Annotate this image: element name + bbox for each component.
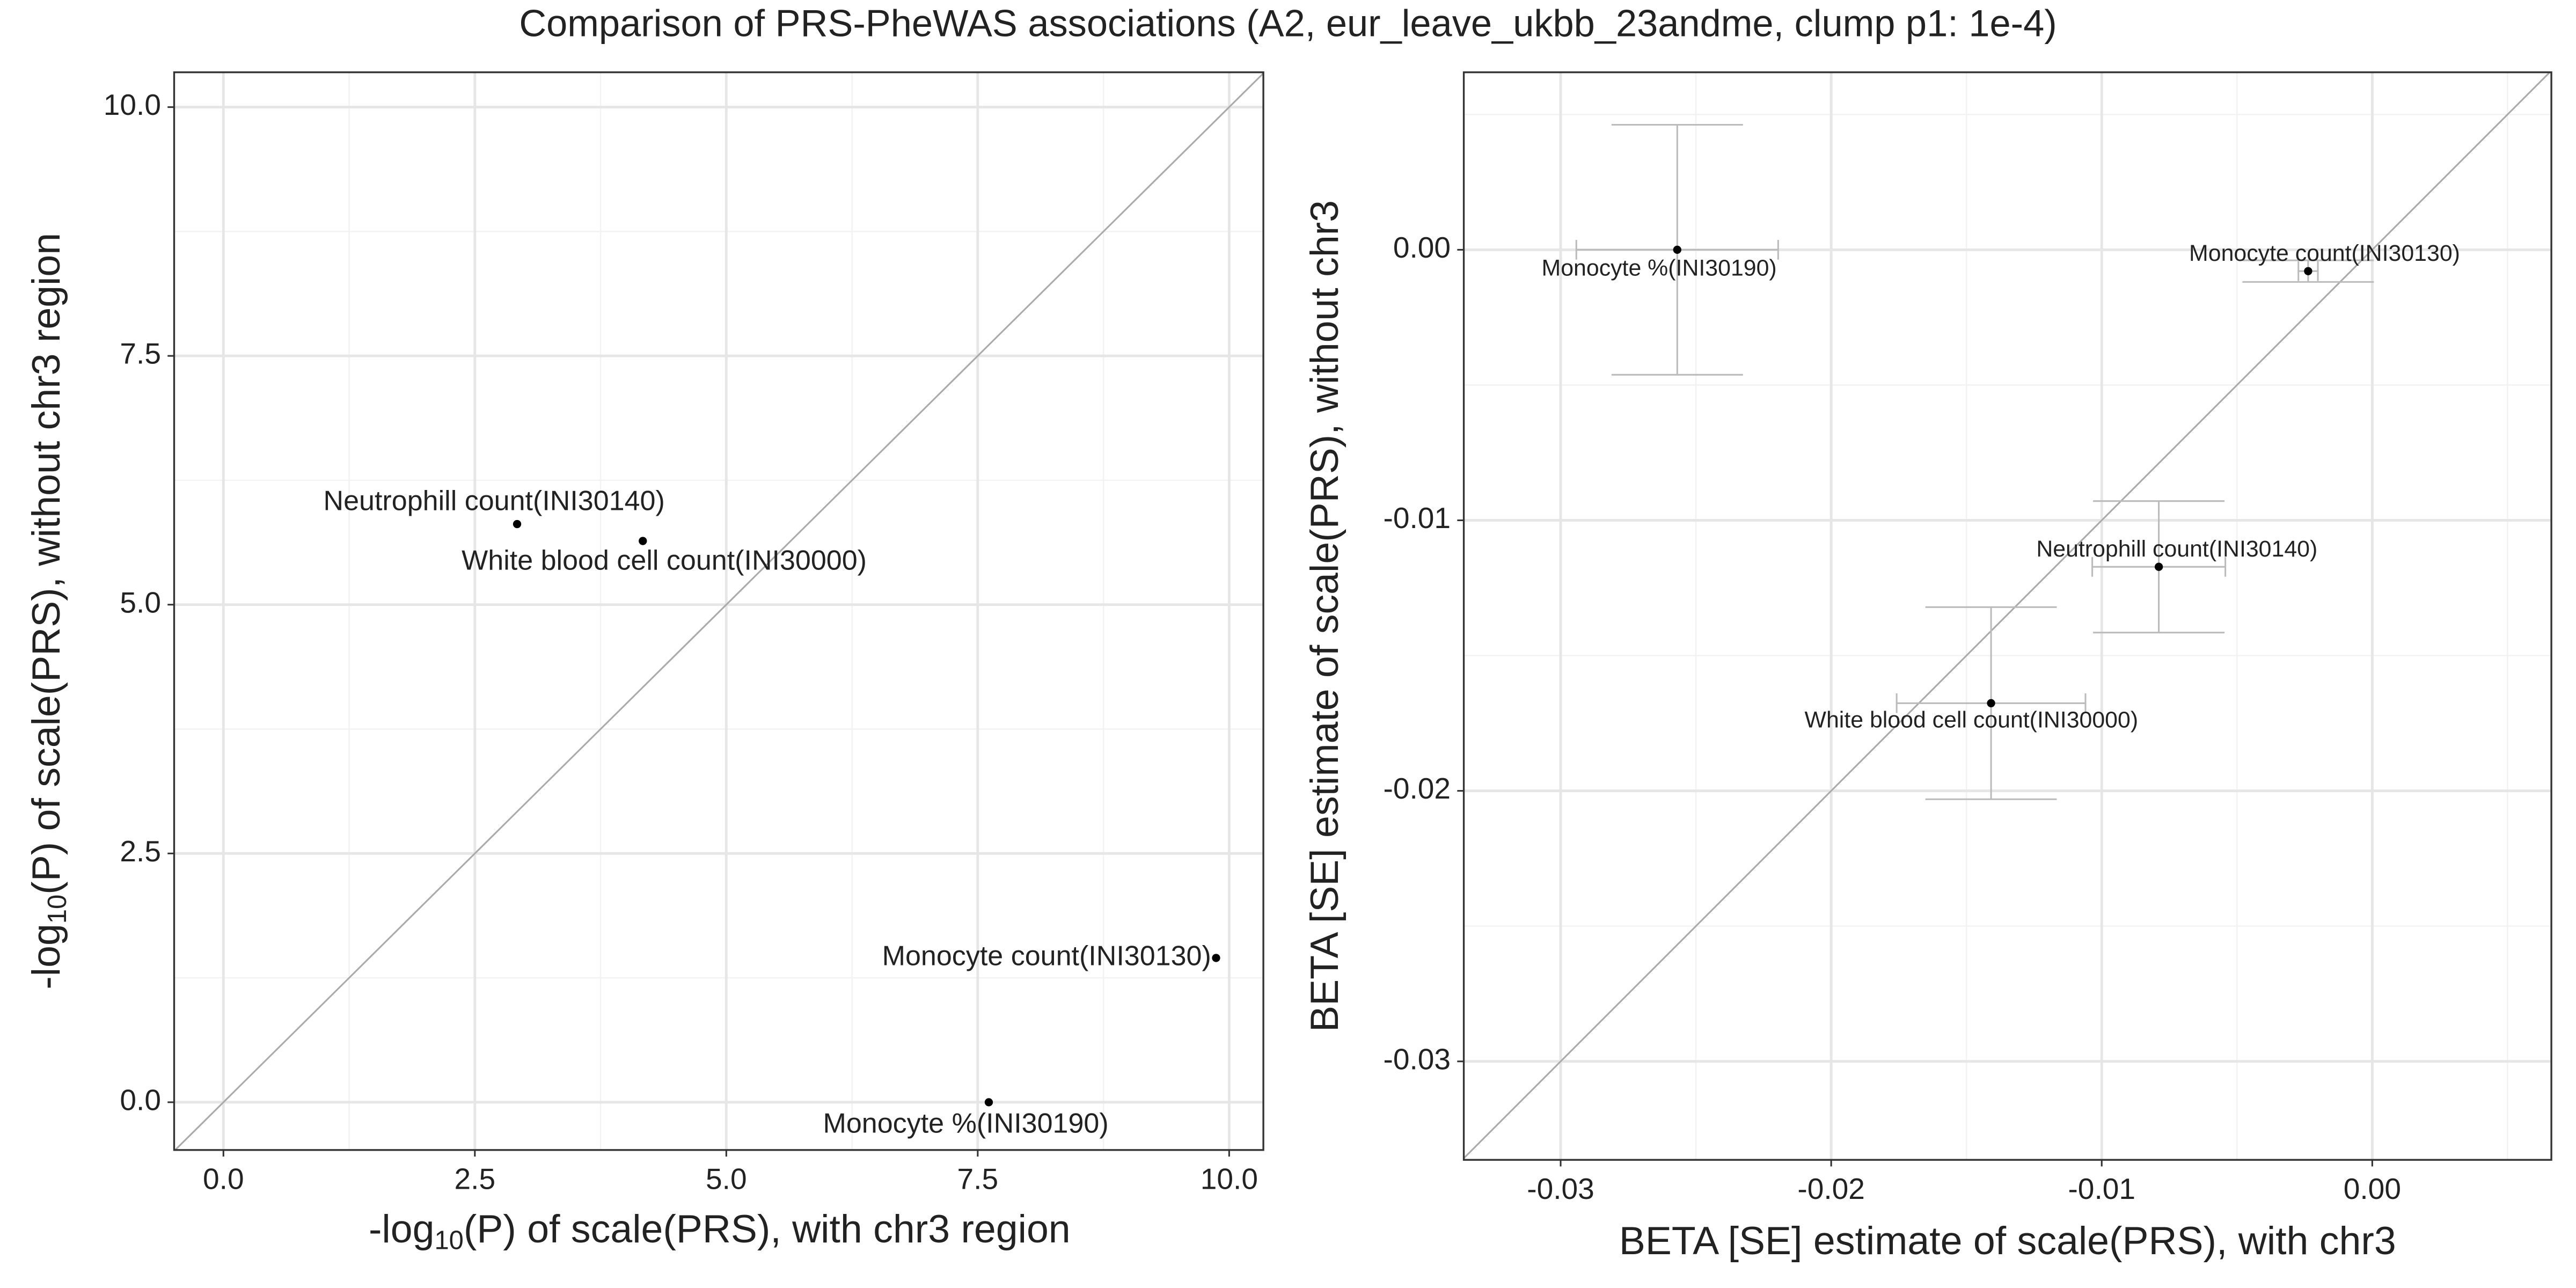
y-tick-label: 0.00 xyxy=(1393,231,1451,264)
axis-title: BETA [SE] estimate of scale(PRS), withou… xyxy=(1302,200,1346,1032)
axis-title-part: (P) of scale(PRS), with chr3 region xyxy=(464,1206,1071,1251)
x-tick-label: 0.0 xyxy=(203,1162,244,1196)
point-label: Monocyte %(INI30190) xyxy=(823,1108,1109,1139)
point xyxy=(1987,699,1995,707)
x-tick-label: 2.5 xyxy=(455,1162,496,1196)
point xyxy=(639,537,647,545)
x-tick-label: -0.03 xyxy=(1527,1172,1594,1205)
x-tick-label: -0.01 xyxy=(2068,1172,2135,1205)
figure-title: Comparison of PRS-PheWAS associations (A… xyxy=(519,2,2057,45)
x-tick-label: 5.0 xyxy=(706,1162,747,1196)
axis-title: -log10(P) of scale(PRS), with chr3 regio… xyxy=(369,1206,1071,1255)
point xyxy=(984,1098,993,1107)
point-label: Neutrophill count(INI30140) xyxy=(2036,536,2317,562)
point xyxy=(1673,245,1681,254)
axis-title: BETA [SE] estimate of scale(PRS), with c… xyxy=(1619,1218,2396,1263)
point xyxy=(2304,267,2312,275)
identity-line xyxy=(1463,71,2551,1159)
point xyxy=(1212,954,1220,962)
point-label: White blood cell count(INI30000) xyxy=(1805,707,2139,733)
point-label: White blood cell count(INI30000) xyxy=(462,545,867,576)
y-tick-label: 10.0 xyxy=(104,88,161,121)
point-label: Monocyte %(INI30190) xyxy=(1542,255,1777,281)
axis-title: -log10(P) of scale(PRS), without chr3 re… xyxy=(24,233,72,990)
point-label: Monocyte count(INI30130) xyxy=(2189,240,2460,266)
y-tick-label: 7.5 xyxy=(120,337,161,370)
axis-title-part: -log xyxy=(24,924,68,989)
x-tick-label: -0.02 xyxy=(1797,1172,1865,1205)
axis-title-subscript: 10 xyxy=(43,895,72,924)
point xyxy=(513,519,522,529)
point-label: Neutrophill count(INI30140) xyxy=(324,485,665,516)
panel-border xyxy=(173,71,1264,1151)
identity-line xyxy=(174,72,1264,1151)
y-tick-label: 5.0 xyxy=(120,586,161,619)
y-tick-label: 2.5 xyxy=(120,835,161,868)
y-tick-label: -0.02 xyxy=(1383,772,1451,805)
y-tick-label: -0.01 xyxy=(1383,501,1451,535)
point xyxy=(2154,562,2163,571)
y-tick-label: -0.03 xyxy=(1383,1042,1451,1075)
x-tick-label: 0.00 xyxy=(2344,1172,2401,1205)
panel-border xyxy=(1462,71,2552,1161)
axis-title-subscript: 10 xyxy=(434,1226,463,1255)
x-tick-label: 10.0 xyxy=(1201,1162,1258,1196)
axis-title-part: -log xyxy=(369,1206,434,1251)
y-tick-label: 0.0 xyxy=(120,1083,161,1116)
plot-background xyxy=(1463,72,2552,1160)
x-tick-label: 7.5 xyxy=(957,1162,999,1196)
axis-title-part: (P) of scale(PRS), without chr3 region xyxy=(24,233,68,895)
point-label: Monocyte count(INI30130) xyxy=(882,941,1211,972)
